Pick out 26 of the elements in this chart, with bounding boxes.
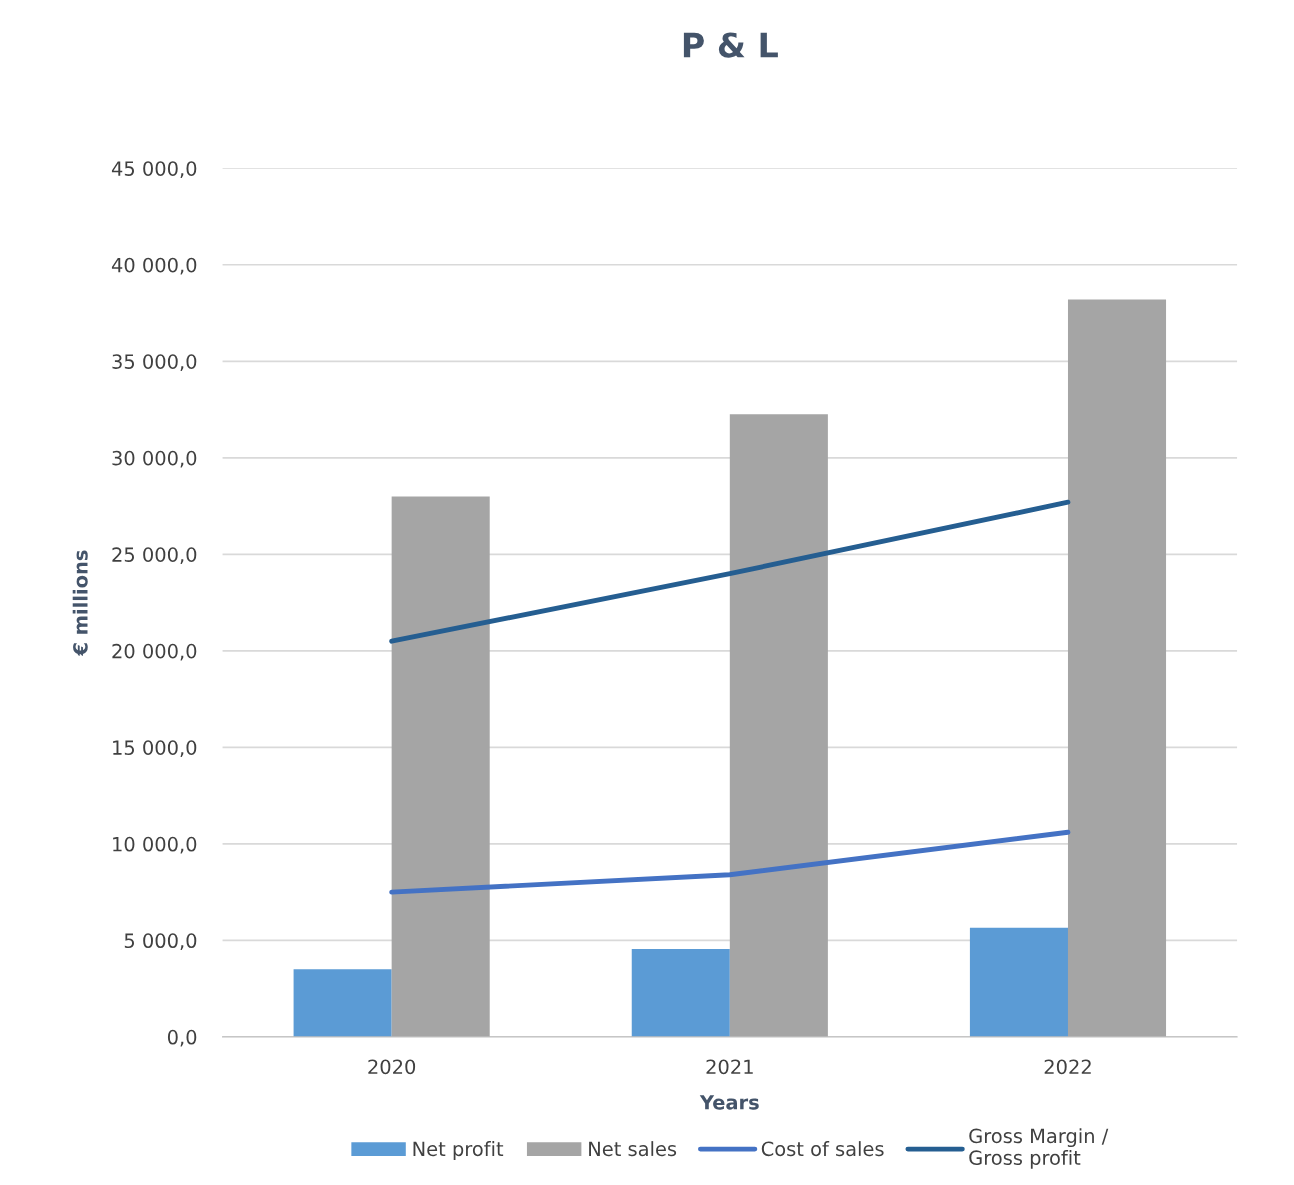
bar bbox=[391, 496, 490, 1037]
y-tick-label: 0,0 bbox=[167, 1029, 197, 1047]
x-tick-label: 2022 bbox=[1044, 1059, 1091, 1075]
legend-label: Net sales bbox=[589, 1141, 677, 1157]
y-tick-label: 5 000,0 bbox=[124, 933, 197, 951]
legend-label: Cost of sales bbox=[761, 1141, 884, 1157]
x-tick-label: 2020 bbox=[368, 1059, 416, 1075]
y-tick-label: 35 000,0 bbox=[112, 354, 197, 371]
y-axis-title: € millions bbox=[72, 550, 88, 656]
y-tick-label: 25 000,0 bbox=[112, 547, 197, 564]
bar bbox=[729, 414, 828, 1037]
x-axis-title: Years bbox=[699, 1095, 759, 1110]
bar bbox=[293, 969, 392, 1037]
chart-title: P & L bbox=[683, 32, 778, 58]
legend-label: Gross Margin / Gross profit bbox=[969, 1128, 1109, 1169]
y-tick-label: 45 000,0 bbox=[111, 161, 197, 178]
y-tick-label: 10 000,0 bbox=[113, 836, 197, 854]
x-tick-label: 2021 bbox=[706, 1059, 753, 1075]
y-tick-label: 40 000,0 bbox=[111, 257, 197, 275]
y-tick-label: 15 000,0 bbox=[113, 740, 197, 757]
y-tick-label: 30 000,0 bbox=[112, 450, 197, 468]
bar bbox=[969, 927, 1068, 1037]
bar bbox=[631, 949, 730, 1037]
y-tick-label: 20 000,0 bbox=[112, 643, 197, 661]
legend-label: Net profit bbox=[413, 1141, 504, 1160]
bar bbox=[1067, 299, 1167, 1037]
